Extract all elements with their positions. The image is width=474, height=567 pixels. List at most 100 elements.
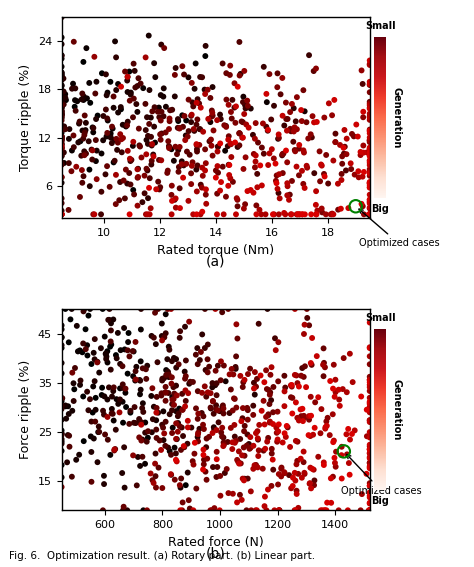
Point	[139, 408, 147, 417]
Point	[67, 315, 74, 324]
Point	[261, 420, 268, 429]
Point	[101, 332, 109, 341]
Point	[193, 141, 201, 150]
Point	[58, 134, 65, 143]
Point	[232, 436, 240, 445]
Point	[111, 37, 119, 46]
Point	[124, 146, 132, 155]
Point	[119, 380, 127, 389]
Point	[196, 356, 204, 365]
Point	[58, 139, 65, 149]
Text: Generation: Generation	[391, 87, 401, 149]
Point	[237, 434, 244, 443]
Point	[80, 172, 87, 181]
Point	[266, 418, 273, 427]
Point	[58, 437, 65, 446]
Point	[230, 420, 238, 429]
Point	[216, 110, 224, 119]
Point	[117, 105, 125, 114]
Point	[162, 329, 170, 338]
Point	[236, 129, 243, 138]
Point	[214, 147, 221, 156]
Point	[310, 481, 318, 490]
Point	[332, 447, 340, 456]
Point	[181, 443, 188, 452]
Point	[58, 446, 65, 455]
Point	[160, 112, 167, 121]
Point	[265, 70, 273, 79]
Point	[252, 119, 259, 128]
Point	[219, 404, 227, 413]
Point	[288, 380, 295, 390]
Point	[168, 379, 175, 388]
Point	[352, 202, 359, 211]
Point	[293, 210, 301, 219]
Point	[58, 86, 65, 95]
Point	[343, 150, 350, 159]
Point	[137, 325, 145, 334]
Point	[297, 454, 304, 463]
Point	[98, 391, 106, 400]
Point	[193, 344, 201, 353]
Point	[366, 380, 374, 390]
Point	[107, 129, 114, 138]
Point	[158, 336, 166, 345]
Point	[359, 202, 366, 211]
Point	[366, 152, 374, 161]
Point	[58, 75, 65, 84]
Point	[246, 445, 253, 454]
Point	[62, 94, 69, 103]
Point	[202, 366, 210, 375]
Point	[337, 175, 345, 184]
Point	[283, 126, 291, 135]
Point	[366, 61, 374, 70]
Point	[283, 191, 291, 200]
Point	[275, 188, 283, 197]
Point	[206, 137, 213, 146]
Point	[263, 122, 270, 132]
Point	[261, 502, 268, 511]
Point	[70, 37, 78, 46]
Point	[71, 96, 79, 105]
Point	[121, 67, 129, 76]
Point	[358, 200, 365, 209]
Point	[137, 376, 144, 385]
Point	[66, 442, 73, 451]
Point	[353, 120, 360, 129]
Point	[68, 167, 75, 176]
Point	[253, 506, 261, 515]
Point	[269, 210, 277, 219]
Point	[235, 458, 242, 467]
Point	[172, 194, 180, 203]
Point	[142, 210, 150, 219]
Point	[273, 83, 281, 92]
Point	[167, 450, 175, 459]
Point	[217, 376, 225, 385]
Point	[129, 346, 137, 356]
Point	[60, 122, 68, 131]
Point	[332, 388, 339, 397]
Point	[340, 149, 348, 158]
Point	[176, 142, 183, 151]
Point	[366, 210, 374, 219]
Point	[366, 98, 374, 107]
Point	[242, 153, 249, 162]
Point	[126, 154, 134, 163]
Point	[202, 392, 210, 401]
Point	[366, 378, 374, 387]
Point	[153, 408, 160, 417]
Point	[199, 207, 206, 216]
Point	[207, 135, 215, 144]
Point	[366, 150, 374, 159]
Point	[107, 133, 115, 142]
Point	[366, 359, 374, 369]
Point	[237, 417, 245, 426]
Point	[144, 361, 151, 370]
Point	[58, 172, 65, 181]
Point	[150, 402, 158, 411]
Point	[79, 126, 86, 135]
Text: Small: Small	[365, 22, 396, 32]
Point	[196, 424, 203, 433]
Point	[366, 167, 374, 176]
Point	[366, 126, 374, 136]
